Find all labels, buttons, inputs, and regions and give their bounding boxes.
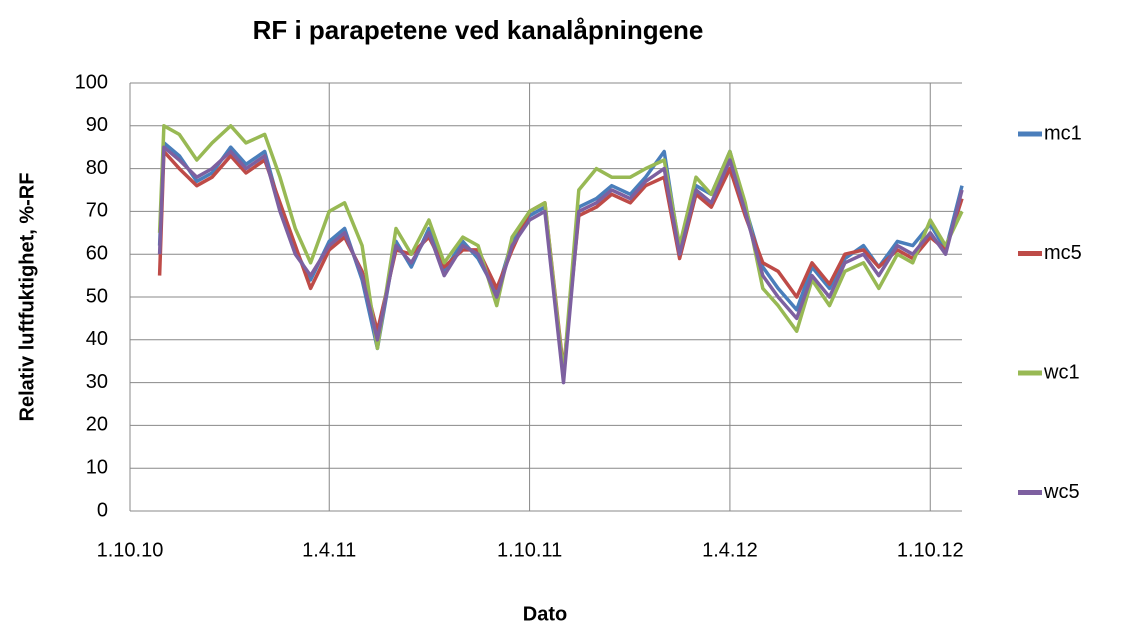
x-tick-label: 1.4.12	[702, 539, 758, 561]
y-tick-label: 80	[86, 157, 108, 179]
x-tick-label: 1.10.12	[897, 539, 964, 561]
chart-title: RF i parapetene ved kanalåpningene	[253, 15, 704, 45]
x-tick-label: 1.10.10	[97, 539, 164, 561]
legend-label: wc5	[1043, 481, 1080, 503]
y-tick-label: 30	[86, 371, 108, 393]
series-line	[157, 145, 964, 385]
y-tick-label: 0	[97, 499, 108, 521]
x-tick-label: 1.4.11	[302, 539, 356, 561]
y-tick-label: 70	[86, 200, 108, 222]
legend-label: wc1	[1043, 361, 1080, 383]
y-tick-label: 90	[86, 114, 108, 136]
x-axis-label: Dato	[523, 603, 567, 625]
y-tick-label: 40	[86, 328, 108, 350]
y-tick-label: 50	[86, 285, 108, 307]
legend-label: mc5	[1044, 242, 1082, 264]
y-tick-label: 10	[86, 456, 108, 478]
y-axis-label: Relativ luftfuktighet, %-RF	[16, 173, 38, 422]
series-line	[157, 124, 964, 376]
y-tick-label: 20	[86, 414, 108, 436]
x-tick-label: 1.10.11	[497, 539, 562, 561]
legend-label: mc1	[1044, 122, 1082, 144]
y-tick-label: 100	[75, 71, 108, 93]
y-tick-label: 60	[86, 242, 108, 264]
